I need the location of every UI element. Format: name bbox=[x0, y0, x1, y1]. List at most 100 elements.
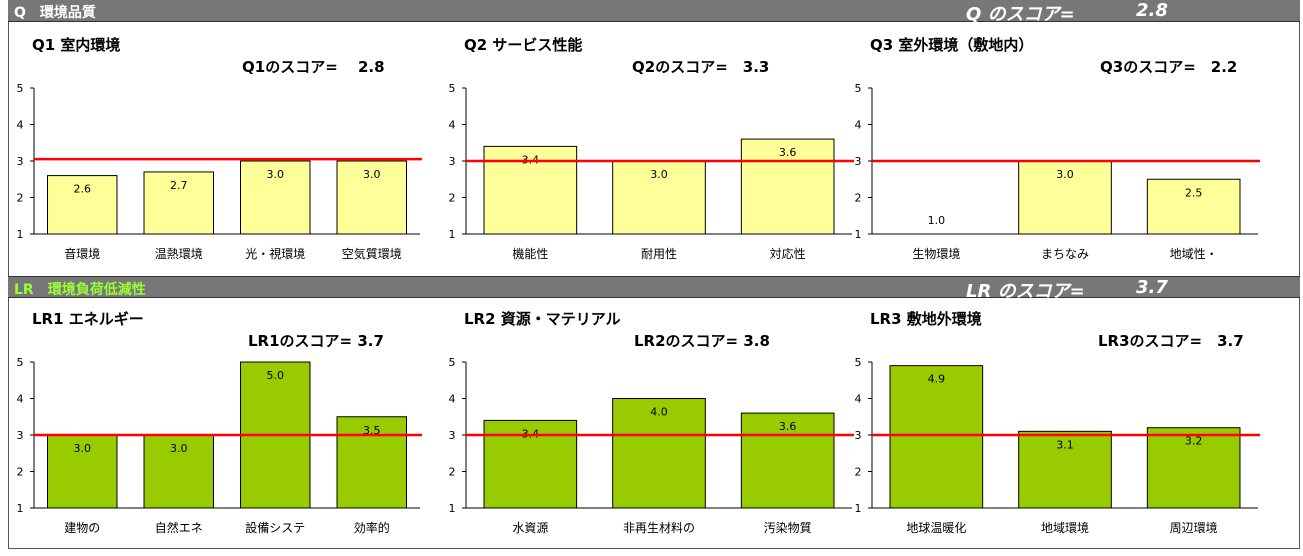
panel-title: Q1 室内環境 bbox=[32, 36, 121, 54]
section-bar-q: Q 環境品質 Q のスコア= 2.8 bbox=[8, 0, 1300, 25]
category-label: 水資源 bbox=[512, 521, 548, 535]
bar bbox=[740, 138, 835, 235]
y-tick-label: 2 bbox=[17, 192, 24, 205]
bar-value-label: 2.5 bbox=[1185, 186, 1203, 199]
category-label: 空気質環境 bbox=[342, 246, 402, 261]
chart-panel-q1: Q1 室内環境 Q1のスコア= 2.8 1 2 3 4 5 2.6 音環境 2.7 温熱環境 3.… bbox=[17, 34, 462, 266]
bar-chart-lr3: 1 2 3 4 5 4.9 地球温暖化 3.1 地域環境 3.2 周辺環境 bbox=[855, 356, 1260, 535]
category-label: 非再生材料の bbox=[623, 521, 695, 535]
bar bbox=[47, 434, 118, 509]
category-label: 生物環境 bbox=[912, 246, 960, 261]
y-tick-label: 3 bbox=[449, 155, 456, 168]
section-label-lr: LR 環境負荷低減性 bbox=[14, 282, 146, 298]
bar bbox=[336, 160, 407, 235]
y-tick-label: 3 bbox=[17, 429, 24, 442]
bar-value-label: 3.0 bbox=[267, 168, 285, 181]
y-tick-label: 3 bbox=[449, 429, 456, 442]
y-tick-label: 5 bbox=[449, 356, 456, 369]
bar-value-label: 3.6 bbox=[779, 146, 797, 159]
y-tick-label: 5 bbox=[449, 82, 456, 95]
y-tick-label: 4 bbox=[855, 393, 862, 406]
y-tick-label: 1 bbox=[855, 228, 862, 241]
bar bbox=[612, 398, 706, 509]
bar-value-label: 3.5 bbox=[363, 424, 381, 437]
category-label: 地球温暖化 bbox=[906, 521, 966, 535]
bar-value-label: 2.7 bbox=[170, 179, 188, 192]
bar-value-label: 3.0 bbox=[650, 168, 668, 181]
section-score-value-lr: 3.7 bbox=[1136, 277, 1168, 298]
category-label: 効率的 bbox=[354, 520, 390, 535]
y-tick-label: 4 bbox=[17, 393, 24, 406]
chart-panel-lr1: LR1 エネルギー LR1のスコア= 3.7 1 2 3 4 5 3.0 建物の 3.0 自然エ… bbox=[17, 308, 462, 540]
y-tick-label: 4 bbox=[855, 119, 862, 132]
category-label: 地域性・ bbox=[1170, 247, 1218, 261]
category-label: 周辺環境 bbox=[1170, 520, 1218, 535]
y-tick-label: 3 bbox=[17, 155, 24, 168]
y-tick-label: 4 bbox=[17, 119, 24, 132]
bar-value-label: 3.1 bbox=[1056, 438, 1074, 451]
section-score-title-lr: LR のスコア= bbox=[966, 281, 1085, 302]
chart-panel-q2: Q2 サービス性能 Q2のスコア= 3.3 123453.4機能性3.0耐用性3… bbox=[449, 34, 894, 266]
y-tick-label: 2 bbox=[17, 466, 24, 479]
bar-value-label: 3.0 bbox=[170, 442, 188, 455]
category-label: 光・視環境 bbox=[245, 246, 305, 261]
panel-title: LR2 資源・マテリアル bbox=[464, 310, 621, 328]
y-tick-label: 3 bbox=[855, 155, 862, 168]
panel-score: LR1のスコア= 3.7 bbox=[248, 332, 384, 350]
category-label: 自然エネ bbox=[155, 520, 203, 535]
chart-panel-q3: Q3 室外環境（敷地内） Q3のスコア= 2.2 1 2 3 4 5 1.0 生物環境 3.0… bbox=[855, 34, 1300, 266]
y-tick-label: 5 bbox=[855, 82, 862, 95]
panel-score: Q1のスコア= 2.8 bbox=[242, 58, 385, 76]
panel-score: Q2のスコア= 3.3 bbox=[632, 58, 770, 76]
bar bbox=[336, 416, 407, 509]
bar-value-label: 3.6 bbox=[779, 420, 797, 433]
category-label: 汚染物質 bbox=[764, 520, 812, 535]
y-tick-label: 1 bbox=[17, 228, 24, 241]
category-label: 建物の bbox=[64, 521, 100, 535]
bar bbox=[1018, 430, 1112, 509]
category-label: 設備システ bbox=[245, 520, 305, 535]
bar bbox=[143, 171, 214, 235]
bar-value-label: 3.0 bbox=[74, 442, 92, 455]
y-tick-label: 4 bbox=[449, 119, 456, 132]
category-label: 温熱環境 bbox=[155, 246, 203, 261]
category-label: まちなみ bbox=[1041, 247, 1089, 261]
panel-score: LR3のスコア= 3.7 bbox=[1098, 332, 1244, 350]
y-tick-label: 2 bbox=[449, 192, 456, 205]
category-label: 地域環境 bbox=[1041, 520, 1089, 535]
category-label: 機能性 bbox=[512, 246, 548, 261]
chart-panel-lr2: LR2 資源・マテリアル LR2のスコア= 3.8 123453.4水資源4.0… bbox=[449, 308, 894, 540]
bar bbox=[143, 434, 214, 509]
bar bbox=[740, 412, 835, 509]
bar-value-label: 3.0 bbox=[1056, 168, 1074, 181]
y-tick-label: 1 bbox=[17, 502, 24, 515]
bar bbox=[889, 365, 984, 509]
section-bar-lr: LR 環境負荷低減性 LR のスコア= 3.7 bbox=[8, 276, 1300, 302]
section-score-value-q: 2.8 bbox=[1136, 0, 1168, 21]
y-tick-label: 1 bbox=[855, 502, 862, 515]
bar-value-label: 5.0 bbox=[267, 369, 285, 382]
y-tick-label: 1 bbox=[449, 502, 456, 515]
bar bbox=[1146, 427, 1241, 509]
panel-title: LR3 敷地外環境 bbox=[870, 310, 982, 328]
y-tick-label: 5 bbox=[17, 356, 24, 369]
chart-panel-lr3: LR3 敷地外環境 LR3のスコア= 3.7 1 2 3 4 5 4.9 地球温暖化 3.1 地… bbox=[855, 308, 1300, 540]
bar-value-label: 3.2 bbox=[1185, 435, 1203, 448]
y-tick-label: 3 bbox=[855, 429, 862, 442]
bar bbox=[47, 175, 118, 235]
panel-score: LR2のスコア= 3.8 bbox=[634, 332, 770, 350]
bar-value-label: 4.0 bbox=[650, 406, 668, 419]
bar bbox=[240, 160, 311, 235]
category-label: 音環境 bbox=[64, 246, 100, 261]
bar bbox=[1146, 178, 1241, 235]
y-tick-label: 4 bbox=[449, 393, 456, 406]
panel-title: Q3 室外環境（敷地内） bbox=[870, 36, 1034, 54]
y-tick-label: 5 bbox=[855, 356, 862, 369]
section-label-q: Q 環境品質 bbox=[14, 5, 96, 21]
panel-title: Q2 サービス性能 bbox=[464, 36, 583, 54]
y-tick-label: 2 bbox=[449, 466, 456, 479]
bar-value-label: 3.0 bbox=[363, 168, 381, 181]
bar-chart-q3: 1 2 3 4 5 1.0 生物環境 3.0 まちなみ 2.5 地域性・ bbox=[855, 82, 1260, 261]
